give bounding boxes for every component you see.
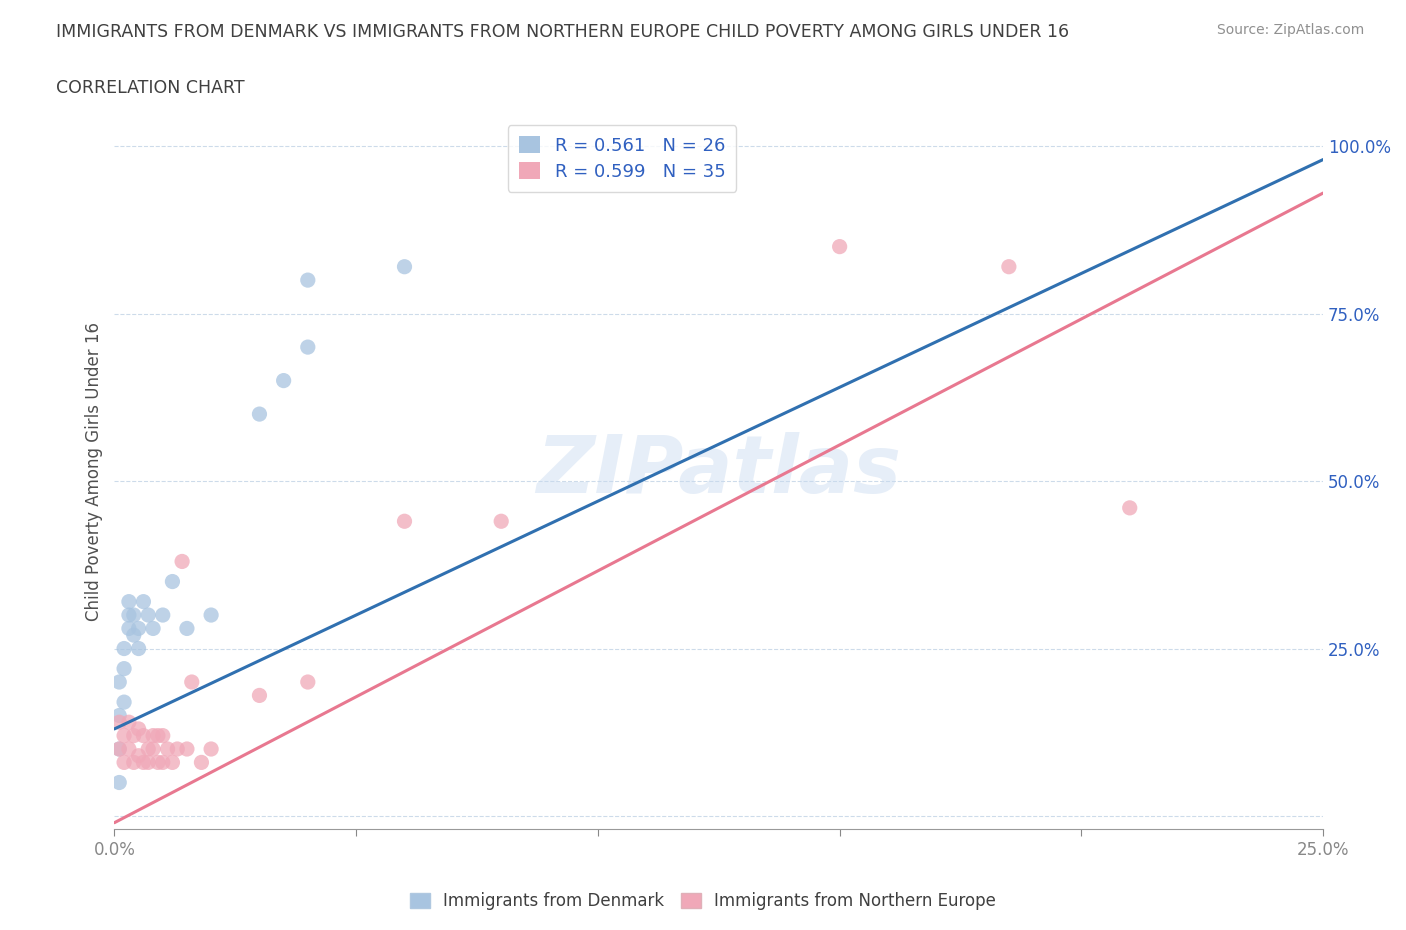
- Point: [146, 728, 169, 743]
- Point: [489, 513, 512, 528]
- Point: [108, 715, 131, 730]
- Point: [166, 741, 188, 756]
- Point: [172, 554, 194, 569]
- Point: [122, 728, 145, 743]
- Text: Source: ZipAtlas.com: Source: ZipAtlas.com: [1216, 23, 1364, 37]
- Point: [128, 621, 150, 636]
- Point: [128, 749, 150, 764]
- Y-axis label: Child Poverty Among Girls Under 16: Child Poverty Among Girls Under 16: [86, 322, 103, 620]
- Point: [132, 594, 155, 609]
- Point: [122, 755, 145, 770]
- Point: [394, 513, 416, 528]
- Point: [132, 755, 155, 770]
- Point: [136, 741, 159, 756]
- Point: [112, 728, 135, 743]
- Point: [152, 728, 174, 743]
- Text: IMMIGRANTS FROM DENMARK VS IMMIGRANTS FROM NORTHERN EUROPE CHILD POVERTY AMONG G: IMMIGRANTS FROM DENMARK VS IMMIGRANTS FR…: [56, 23, 1070, 41]
- Point: [249, 406, 271, 421]
- Point: [142, 741, 165, 756]
- Point: [162, 755, 184, 770]
- Point: [118, 594, 141, 609]
- Point: [122, 607, 145, 622]
- Point: [162, 574, 184, 589]
- Point: [118, 715, 141, 730]
- Point: [152, 755, 174, 770]
- Point: [297, 339, 319, 354]
- Point: [828, 239, 851, 254]
- Point: [394, 259, 416, 274]
- Point: [108, 741, 131, 756]
- Point: [112, 661, 135, 676]
- Point: [156, 741, 179, 756]
- Point: [108, 775, 131, 790]
- Point: [122, 628, 145, 643]
- Point: [112, 641, 135, 656]
- Point: [146, 755, 169, 770]
- Point: [142, 621, 165, 636]
- Text: CORRELATION CHART: CORRELATION CHART: [56, 79, 245, 97]
- Point: [128, 641, 150, 656]
- Point: [249, 688, 271, 703]
- Point: [136, 755, 159, 770]
- Point: [998, 259, 1021, 274]
- Point: [128, 722, 150, 737]
- Point: [108, 674, 131, 689]
- Point: [190, 755, 212, 770]
- Point: [118, 621, 141, 636]
- Point: [200, 607, 222, 622]
- Point: [112, 695, 135, 710]
- Point: [200, 741, 222, 756]
- Point: [132, 728, 155, 743]
- Point: [297, 272, 319, 287]
- Point: [180, 674, 202, 689]
- Point: [273, 373, 295, 388]
- Legend: R = 0.561   N = 26, R = 0.599   N = 35: R = 0.561 N = 26, R = 0.599 N = 35: [508, 126, 737, 192]
- Point: [1119, 500, 1142, 515]
- Point: [118, 741, 141, 756]
- Point: [176, 621, 198, 636]
- Point: [142, 728, 165, 743]
- Point: [297, 674, 319, 689]
- Point: [118, 607, 141, 622]
- Point: [108, 741, 131, 756]
- Text: ZIPatlas: ZIPatlas: [536, 432, 901, 510]
- Point: [136, 607, 159, 622]
- Legend: Immigrants from Denmark, Immigrants from Northern Europe: Immigrants from Denmark, Immigrants from…: [404, 885, 1002, 917]
- Point: [108, 708, 131, 723]
- Point: [152, 607, 174, 622]
- Point: [112, 755, 135, 770]
- Point: [176, 741, 198, 756]
